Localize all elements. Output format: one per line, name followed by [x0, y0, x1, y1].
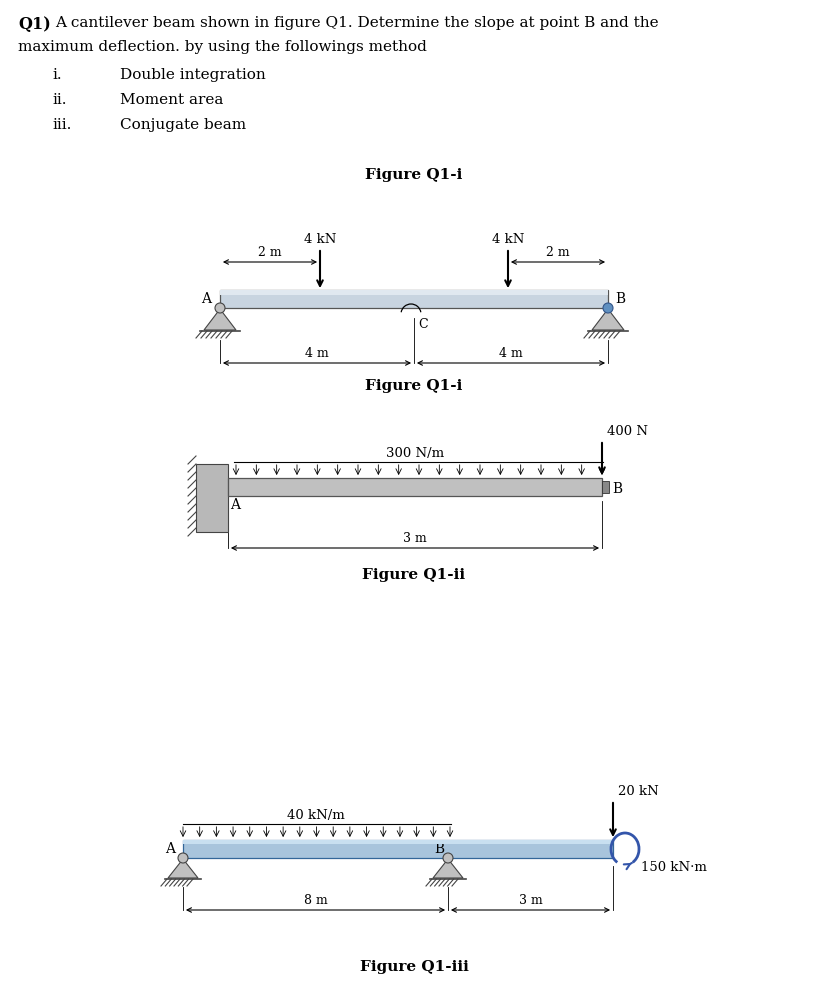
- Text: A: A: [230, 498, 240, 512]
- Text: 4 m: 4 m: [499, 347, 522, 360]
- Text: 3 m: 3 m: [518, 894, 542, 907]
- Text: 2 m: 2 m: [258, 246, 281, 259]
- Text: Figure Q1-i: Figure Q1-i: [365, 379, 462, 393]
- Circle shape: [442, 853, 452, 863]
- Text: A: A: [165, 842, 174, 856]
- Bar: [227, 478, 601, 496]
- Text: Moment area: Moment area: [120, 93, 223, 107]
- Text: A: A: [201, 292, 211, 306]
- Text: iii.: iii.: [52, 118, 71, 132]
- Text: 300 N/m: 300 N/m: [385, 447, 443, 460]
- Bar: [220, 290, 607, 308]
- Circle shape: [602, 303, 612, 313]
- Text: 4 m: 4 m: [305, 347, 328, 360]
- Text: Conjugate beam: Conjugate beam: [120, 118, 246, 132]
- Bar: [601, 481, 609, 493]
- Polygon shape: [433, 859, 462, 878]
- Bar: [196, 464, 227, 532]
- Text: Figure Q1-ii: Figure Q1-ii: [362, 568, 465, 582]
- Circle shape: [178, 853, 188, 863]
- Text: 4 kN: 4 kN: [304, 233, 336, 246]
- Circle shape: [215, 303, 225, 313]
- Bar: [183, 840, 612, 844]
- Text: B: B: [611, 482, 621, 496]
- Text: maximum deflection. by using the followings method: maximum deflection. by using the followi…: [18, 40, 427, 54]
- Text: ii.: ii.: [52, 93, 66, 107]
- Text: Figure Q1-i: Figure Q1-i: [365, 168, 462, 182]
- Text: 4 kN: 4 kN: [491, 233, 523, 246]
- Polygon shape: [168, 859, 198, 878]
- Text: C: C: [418, 318, 427, 331]
- Text: 8 m: 8 m: [304, 894, 327, 907]
- Text: B: B: [433, 842, 443, 856]
- Text: Q1): Q1): [18, 16, 50, 33]
- Bar: [220, 290, 607, 295]
- Text: 40 kN/m: 40 kN/m: [286, 809, 344, 822]
- Polygon shape: [591, 309, 624, 330]
- Bar: [183, 840, 612, 858]
- Text: 3 m: 3 m: [403, 532, 427, 545]
- Text: 400 N: 400 N: [606, 425, 648, 438]
- Text: 150 kN·m: 150 kN·m: [640, 861, 706, 874]
- Text: Figure Q1-iii: Figure Q1-iii: [359, 960, 468, 974]
- Text: i.: i.: [52, 68, 61, 82]
- Polygon shape: [203, 309, 236, 330]
- Text: 20 kN: 20 kN: [617, 785, 658, 798]
- Text: 2 m: 2 m: [546, 246, 569, 259]
- Text: B: B: [614, 292, 624, 306]
- Text: A cantilever beam shown in figure Q1. Determine the slope at point B and the: A cantilever beam shown in figure Q1. De…: [55, 16, 657, 30]
- Text: Double integration: Double integration: [120, 68, 265, 82]
